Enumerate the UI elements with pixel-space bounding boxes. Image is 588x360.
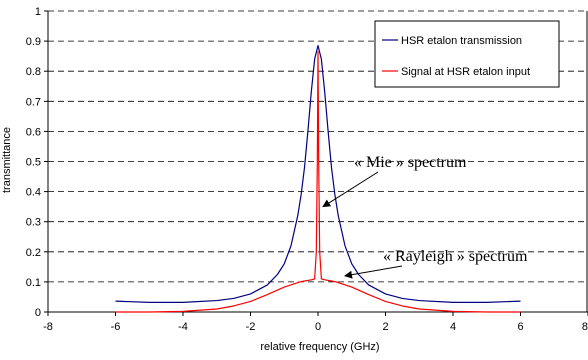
x-tick-label: 0 [315,321,321,333]
y-tick-label: 0.3 [26,217,41,229]
x-tick-label: 4 [450,321,456,333]
y-tick-label: 0.8 [26,66,41,78]
legend: HSR etalon transmission Signal at HSR et… [374,20,560,88]
x-axis-label: relative frequency (GHz) [260,341,379,353]
y-tick-label: 0.7 [26,96,41,108]
series-line-transmission [115,45,521,303]
x-tick-label: -6 [111,321,121,333]
x-tick-label: -2 [246,321,256,333]
x-tick-label: -4 [178,321,188,333]
legend-label-signal: Signal at HSR etalon input [401,66,530,78]
y-tick-labels: 0 0.1 0.2 0.3 0.4 0.5 0.6 0.7 0.8 0.9 1 [26,6,41,319]
arrow-mie [322,171,379,208]
x-tick-label: 2 [382,321,388,333]
series-line-signal [115,51,521,313]
series-layer [115,45,521,313]
y-tick-label: 0.6 [26,126,41,138]
annotation-rayleigh: « Rayleigh » spectrum [383,248,528,265]
y-tick-label: 0.4 [26,187,41,199]
arrow-rayleigh [344,265,403,279]
y-axis-label: transmittance [1,127,13,193]
y-tick-label: 0.2 [26,247,41,259]
y-tick-label: 0.5 [26,157,41,169]
y-tick-label: 0.1 [26,277,41,289]
x-tick-labels: -8 -6 -4 -2 0 2 4 6 8 [43,321,588,333]
y-tick-label: 1 [35,6,41,18]
annotations: « Mie » spectrum « Rayleigh » spectrum [322,154,528,279]
annotation-mie: « Mie » spectrum [354,154,467,171]
y-tick-label: 0.9 [26,36,41,48]
x-tick-label: 8 [582,321,588,333]
legend-label-transmission: HSR etalon transmission [401,35,522,47]
x-tick-label: 6 [517,321,523,333]
y-tick-label: 0 [35,307,41,319]
x-tick-label: -8 [43,321,53,333]
legend-box [374,20,560,88]
